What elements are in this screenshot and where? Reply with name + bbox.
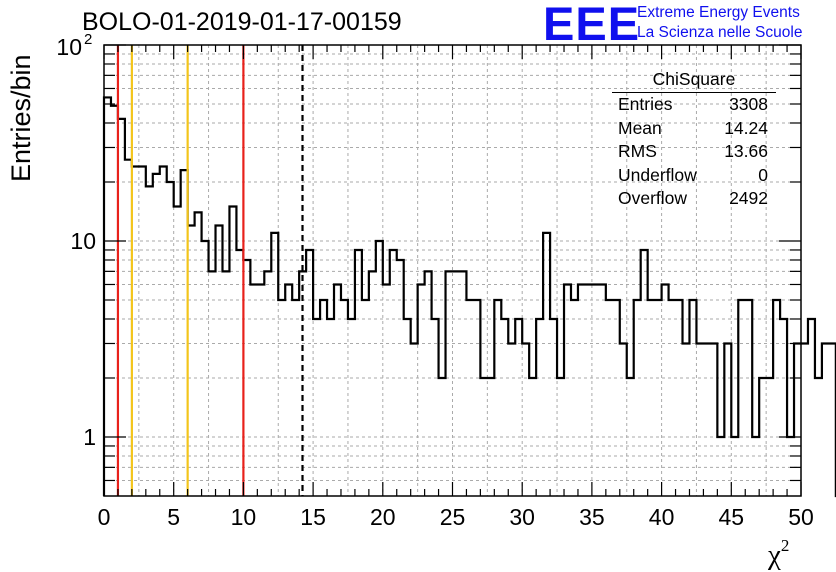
x-tick-label: 40: [649, 504, 675, 530]
y-tick-label-exponent: 2: [84, 31, 92, 48]
stats-title: ChiSquare: [612, 68, 776, 93]
stats-row-underflow: Underflow 0: [618, 164, 768, 185]
x-tick-label: 30: [509, 504, 535, 530]
y-axis-label: Entries/bin: [6, 54, 36, 182]
x-tick-label: 20: [370, 504, 396, 530]
y-tick-label: 10: [56, 34, 82, 60]
logo-tagline-2: La Scienza nelle Scuole: [637, 24, 803, 41]
x-tick-label: 45: [719, 504, 745, 530]
logo-tagline-1: Extreme Energy Events: [637, 4, 800, 21]
stats-row-mean: Mean 14.24: [618, 117, 768, 138]
y-tick-label: 1: [83, 424, 96, 450]
stats-row-rms: RMS 13.66: [618, 141, 768, 161]
eee-logo: EEE: [543, 0, 641, 50]
x-axis-label: χ2: [768, 536, 790, 571]
x-tick-label: 5: [167, 504, 180, 530]
stats-row-entries: Entries 3308: [618, 94, 768, 114]
x-tick-label: 10: [231, 504, 257, 530]
x-tick-label: 15: [300, 504, 326, 530]
histogram-step-line: [102, 96, 836, 498]
x-tick-label: 50: [788, 504, 814, 530]
stats-box: ChiSquare Entries 3308 Mean 14.24 RMS 13…: [612, 68, 776, 211]
stats-row-overflow: Overflow 2492: [618, 188, 768, 208]
y-tick-label: 10: [70, 228, 96, 254]
x-tick-label: 25: [440, 504, 466, 530]
x-tick-label: 0: [98, 504, 111, 530]
chart-title: BOLO-01-2019-01-17-00159: [82, 8, 402, 36]
x-tick-label: 35: [579, 504, 605, 530]
